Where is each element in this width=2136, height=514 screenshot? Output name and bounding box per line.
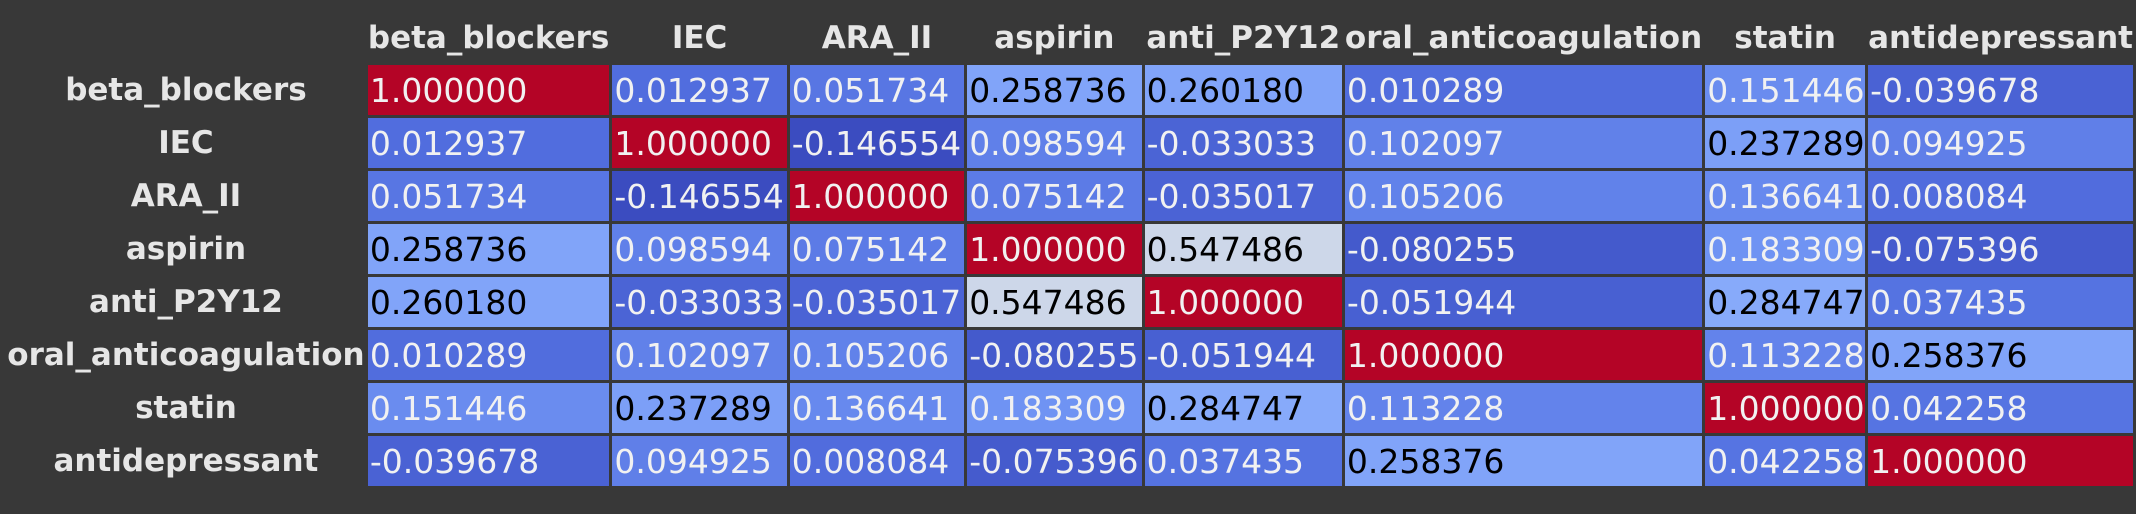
heatmap-cell: 0.042258 — [1868, 383, 2133, 433]
heatmap-cell: 0.075142 — [789, 224, 965, 274]
heatmap-cell: 0.260180 — [1144, 65, 1342, 115]
heatmap-cell: -0.039678 — [1868, 65, 2133, 115]
table-row: statin 0.151446 0.237289 0.136641 0.183309 0.… — [7, 383, 2133, 433]
heatmap-cell: 0.183309 — [1705, 224, 1866, 274]
heatmap-cell: 0.037435 — [1868, 277, 2133, 327]
heatmap-cell: 0.151446 — [1705, 65, 1866, 115]
heatmap-cell: 0.037435 — [1144, 436, 1342, 486]
heatmap-cell: 1.000000 — [967, 224, 1142, 274]
column-header-antidepressant: antidepressant — [1868, 19, 2133, 56]
column-header-iec: IEC — [671, 19, 728, 56]
column-header-aspirin: aspirin — [994, 19, 1115, 56]
table-row: beta_blockers 1.000000 0.012937 0.051734 0.2… — [7, 65, 2133, 115]
heatmap-cell: 0.151446 — [367, 383, 610, 433]
heatmap-cell: 0.051734 — [367, 171, 610, 221]
heatmap-body: beta_blockers 1.000000 0.012937 0.051734 0.2… — [7, 65, 2133, 486]
heatmap-cell: 0.258736 — [967, 65, 1142, 115]
heatmap-cell: 0.010289 — [367, 330, 610, 380]
heatmap-cell: -0.035017 — [789, 277, 965, 327]
heatmap-cell: 0.136641 — [789, 383, 965, 433]
correlation-heatmap-table: beta_blockers IEC ARA_II aspirin anti_P2Y12 o… — [4, 10, 2136, 489]
heatmap-cell: 0.258376 — [1344, 436, 1703, 486]
corner-cell — [7, 13, 365, 62]
heatmap-cell: 0.098594 — [967, 118, 1142, 168]
heatmap-cell: 1.000000 — [367, 65, 610, 115]
heatmap-cell: -0.039678 — [367, 436, 610, 486]
heatmap-cell: 0.547486 — [1144, 224, 1342, 274]
heatmap-cell: 1.000000 — [1344, 330, 1703, 380]
heatmap-cell: -0.051944 — [1344, 277, 1703, 327]
column-header-anti-p2y12: anti_P2Y12 — [1146, 19, 1341, 56]
heatmap-cell: -0.146554 — [789, 118, 965, 168]
heatmap-cell: -0.080255 — [967, 330, 1142, 380]
heatmap-cell: -0.035017 — [1144, 171, 1342, 221]
row-label-iec: IEC — [158, 125, 214, 161]
column-header-ara-ii: ARA_II — [821, 19, 933, 56]
row-label-oral-anticoagulation: oral_anticoagulation — [7, 337, 365, 373]
column-header-beta-blockers: beta_blockers — [367, 19, 610, 56]
heatmap-cell: -0.033033 — [1144, 118, 1342, 168]
heatmap-cell: 1.000000 — [612, 118, 787, 168]
heatmap-cell: 0.183309 — [967, 383, 1142, 433]
heatmap-cell: 1.000000 — [789, 171, 965, 221]
heatmap-cell: 0.237289 — [612, 383, 787, 433]
row-label-statin: statin — [135, 390, 237, 426]
table-row: aspirin 0.258736 0.098594 0.075142 1.000000 0… — [7, 224, 2133, 274]
table-row: antidepressant -0.039678 0.094925 0.008084-… — [7, 436, 2133, 486]
heatmap-cell: 0.237289 — [1705, 118, 1866, 168]
heatmap-cell: 0.098594 — [612, 224, 787, 274]
table-row: ARA_II 0.051734 -0.146554 1.000000 0.075142-… — [7, 171, 2133, 221]
heatmap-cell: 0.113228 — [1344, 383, 1703, 433]
heatmap-cell: 0.102097 — [612, 330, 787, 380]
heatmap-cell: 0.042258 — [1705, 436, 1866, 486]
heatmap-cell: 0.008084 — [789, 436, 965, 486]
row-label-beta-blockers: beta_blockers — [65, 72, 307, 108]
row-label-aspirin: aspirin — [125, 231, 247, 267]
column-header-statin: statin — [1734, 19, 1836, 56]
heatmap-cell: -0.080255 — [1344, 224, 1703, 274]
heatmap-cell: 0.547486 — [967, 277, 1142, 327]
heatmap-cell: 0.113228 — [1705, 330, 1866, 380]
heatmap-cell: 1.000000 — [1705, 383, 1866, 433]
heatmap-cell: -0.146554 — [612, 171, 787, 221]
heatmap-cell: -0.033033 — [612, 277, 787, 327]
heatmap-cell: 0.260180 — [367, 277, 610, 327]
heatmap-cell: 0.094925 — [1868, 118, 2133, 168]
heatmap-cell: 0.010289 — [1344, 65, 1703, 115]
heatmap-cell: 0.258736 — [367, 224, 610, 274]
heatmap-cell: 0.136641 — [1705, 171, 1866, 221]
table-row: IEC 0.012937 1.000000 -0.146554 0.098594 -0.0… — [7, 118, 2133, 168]
heatmap-cell: 0.012937 — [367, 118, 610, 168]
heatmap-cell: 1.000000 — [1868, 436, 2133, 486]
column-header-oral-anticoagulation: oral_anticoagulation — [1344, 19, 1703, 56]
table-row: oral_anticoagulation 0.010289 0.102097 0.10… — [7, 330, 2133, 380]
heatmap-cell: -0.075396 — [967, 436, 1142, 486]
heatmap-cell: 0.102097 — [1344, 118, 1703, 168]
heatmap-cell: 1.000000 — [1144, 277, 1342, 327]
table-row: anti_P2Y12 0.260180 -0.033033 -0.035017 0.54… — [7, 277, 2133, 327]
heatmap-cell: -0.075396 — [1868, 224, 2133, 274]
row-label-antidepressant: antidepressant — [53, 443, 319, 479]
heatmap-cell: -0.051944 — [1144, 330, 1342, 380]
heatmap-cell: 0.008084 — [1868, 171, 2133, 221]
heatmap-cell: 0.284747 — [1705, 277, 1866, 327]
heatmap-cell: 0.284747 — [1144, 383, 1342, 433]
heatmap-cell: 0.051734 — [789, 65, 965, 115]
heatmap-cell: 0.094925 — [612, 436, 787, 486]
heatmap-cell: 0.105206 — [1344, 171, 1703, 221]
heatmap-cell: 0.258376 — [1868, 330, 2133, 380]
row-label-ara-ii: ARA_II — [130, 178, 242, 214]
heatmap-cell: 0.012937 — [612, 65, 787, 115]
heatmap-cell: 0.075142 — [967, 171, 1142, 221]
heatmap-cell: 0.105206 — [789, 330, 965, 380]
row-label-anti-p2y12: anti_P2Y12 — [89, 284, 283, 320]
column-header-row: beta_blockers IEC ARA_II aspirin anti_P2Y12 o… — [7, 13, 2133, 62]
